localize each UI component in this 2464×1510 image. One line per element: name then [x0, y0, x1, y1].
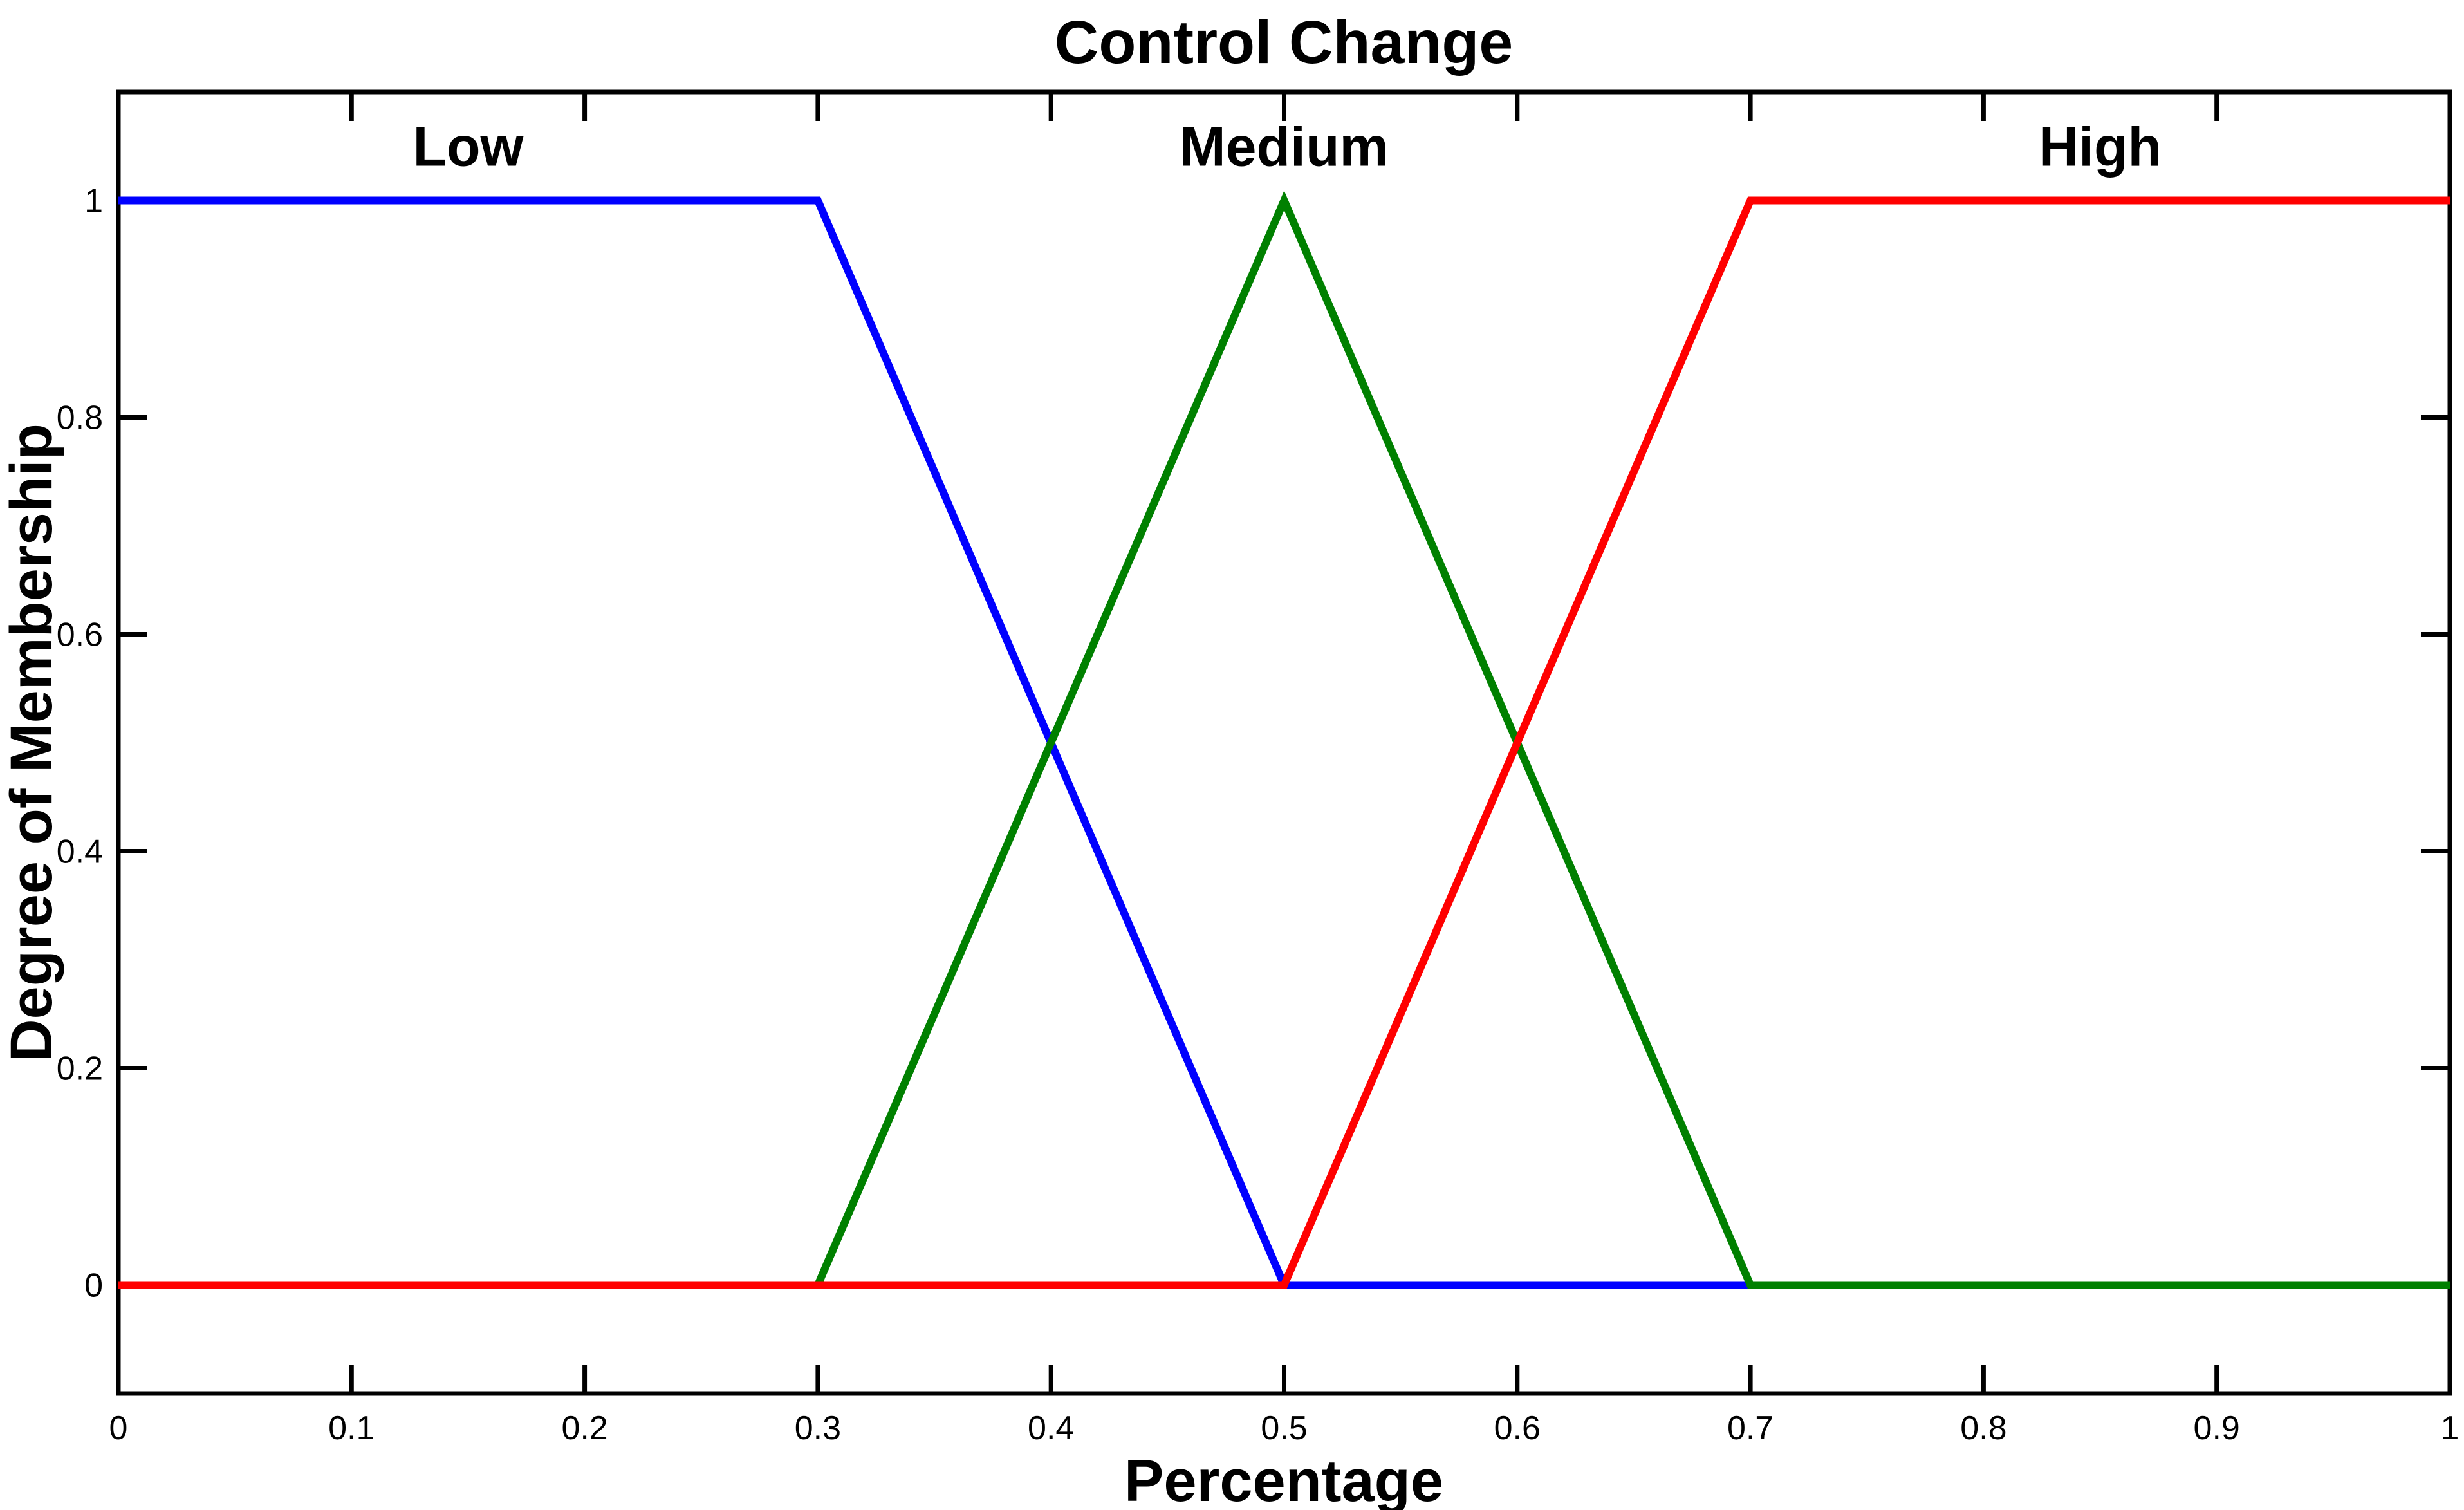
- x-tick-label: 0.9: [2194, 1410, 2240, 1447]
- x-tick-label: 0.4: [1028, 1410, 1074, 1447]
- x-tick-label: 0.5: [1261, 1410, 1307, 1447]
- x-tick-label: 1: [2441, 1410, 2459, 1447]
- set-label-medium: Medium: [1180, 116, 1389, 178]
- plot-box: [116, 89, 2452, 1396]
- set-label-low: Low: [412, 116, 524, 178]
- x-axis-label: Percentage: [1124, 1448, 1443, 1510]
- set-label-layer: Low Medium High: [412, 116, 2162, 178]
- y-tick-label: 0.8: [57, 400, 103, 437]
- x-tick-label: 0.2: [561, 1410, 607, 1447]
- y-axis-label: Degree of Membership: [0, 424, 64, 1062]
- x-tick-label: 0.6: [1494, 1410, 1541, 1447]
- x-tick-label: 0.1: [328, 1410, 375, 1447]
- series-line-medium: [118, 191, 2450, 1289]
- x-tick-label: 0: [109, 1410, 128, 1447]
- y-tick-label: 1: [84, 183, 103, 220]
- series-layer: [118, 191, 2450, 1289]
- x-tick-label: 0.8: [1960, 1410, 2006, 1447]
- axes-layer: 0 0.1 0.2 0.3 0.4 0.5 0.6 0.7 0.8 0.9 1 0 0.2 0.4 0.6 0…: [57, 89, 2459, 1447]
- y-tick-label: 0: [84, 1267, 103, 1305]
- y-tick-label: 0.6: [57, 617, 103, 654]
- set-label-high: High: [2039, 116, 2162, 178]
- series-line-high: [118, 196, 2450, 1289]
- chart-title: Control Change: [1055, 8, 1513, 77]
- y-tick-label: 0.2: [57, 1050, 103, 1088]
- series-line-low: [118, 196, 2450, 1289]
- x-tick-label: 0.7: [1727, 1410, 1774, 1447]
- y-tick-label: 0.4: [57, 834, 103, 871]
- x-tick-label: 0.3: [795, 1410, 841, 1447]
